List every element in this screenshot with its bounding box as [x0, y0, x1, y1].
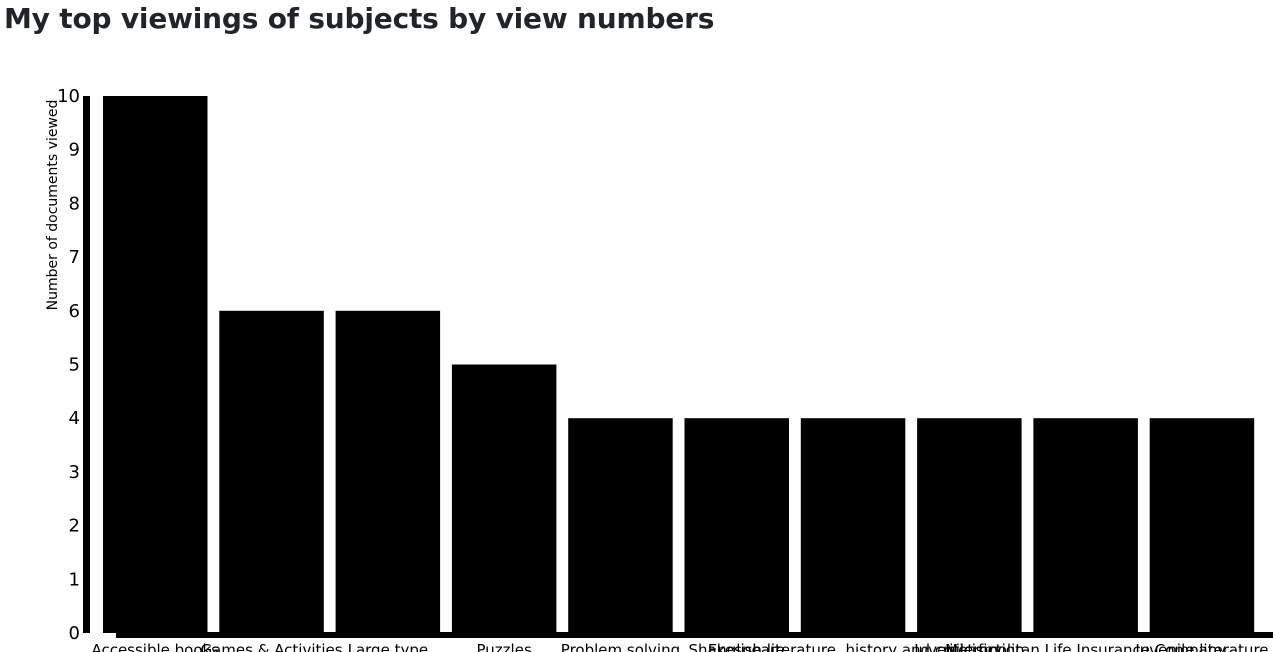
- bar: [1033, 418, 1138, 633]
- y-tick-label: 4: [69, 408, 80, 429]
- x-tick-label: Large type: [348, 641, 428, 652]
- x-tick-label: Puzzles: [477, 641, 532, 652]
- bar: [917, 418, 1022, 633]
- y-tick-label: 7: [69, 247, 80, 268]
- x-axis-line: [116, 632, 1273, 638]
- bar: [684, 418, 789, 633]
- page-title: My top viewings of subjects by view numb…: [4, 2, 715, 35]
- x-tick-label: Juvenile literature: [1134, 641, 1268, 652]
- y-axis-line: [83, 96, 90, 633]
- bar: [568, 418, 673, 633]
- x-tick-label: Metropolitan Life Insurance Company: [945, 641, 1226, 652]
- bar: [219, 310, 324, 633]
- y-tick-label: 1: [69, 569, 80, 590]
- bar: [1149, 418, 1255, 633]
- x-tick-label: Games & Activities: [200, 641, 342, 652]
- y-axis-label: Number of documents viewed: [45, 100, 61, 311]
- y-ticks: 0 1 2 3 4 5 6 7 8 9 10: [57, 86, 80, 644]
- bar: [451, 364, 557, 633]
- y-tick-label: 8: [69, 193, 80, 214]
- y-tick-label: 3: [69, 462, 80, 483]
- y-tick-label: 2: [69, 516, 80, 537]
- y-tick-label: 6: [69, 301, 80, 322]
- bar: [103, 96, 208, 633]
- bar: [800, 418, 906, 633]
- y-tick-label: 10: [57, 86, 80, 107]
- x-tick-label: Shakespeare: [689, 641, 785, 652]
- y-tick-label: 0: [69, 623, 80, 644]
- y-tick-label: 5: [69, 355, 80, 376]
- x-tick-label: English literature, history and criticis…: [708, 641, 999, 652]
- bars: [103, 96, 1255, 633]
- x-tick-label: Juvenile fiction: [913, 641, 1024, 652]
- x-tick-label: Problem solving: [561, 641, 680, 652]
- y-tick-label: 9: [69, 140, 80, 161]
- x-tick-label: Accessible books: [91, 641, 219, 652]
- bar: [335, 310, 441, 633]
